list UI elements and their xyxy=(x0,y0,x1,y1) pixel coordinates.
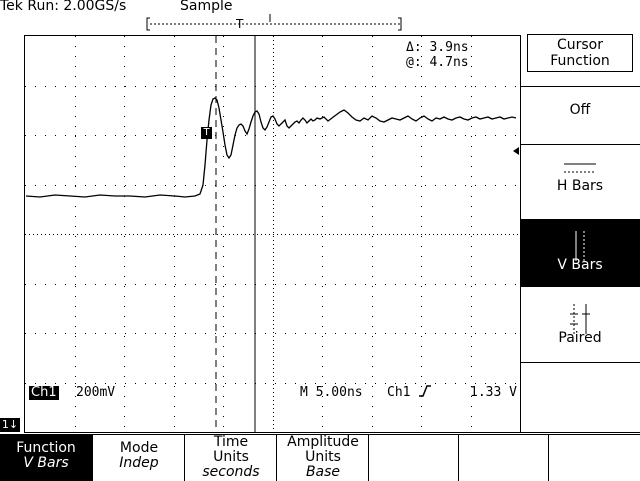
ch1-ground-marker: 1↓ xyxy=(0,418,20,432)
bottom-menu-divider xyxy=(458,435,459,481)
h-bars-icon xyxy=(564,163,596,173)
bottom-button-function-label: Function xyxy=(16,440,76,456)
bottom-button-6[interactable] xyxy=(459,435,551,481)
bottom-button-7[interactable] xyxy=(549,435,640,481)
bottom-button-mode-label: Mode xyxy=(119,440,159,456)
bottom-button-time-units[interactable]: Time Units seconds xyxy=(185,435,277,481)
side-menu-divider xyxy=(520,432,640,433)
graticule-grid xyxy=(25,36,520,432)
side-button-paired-label: Paired xyxy=(558,330,602,346)
trigger-position-marker: T xyxy=(235,17,244,31)
cursor-position-readout: @: 4.7ns xyxy=(406,55,469,70)
side-menu-title: Cursor Function xyxy=(527,34,633,72)
side-button-v-bars[interactable]: V Bars xyxy=(520,219,640,287)
trigger-source-label: Ch1 xyxy=(387,385,411,400)
bottom-menu-divider xyxy=(368,435,369,481)
trigger-source: Ch1 xyxy=(387,385,432,400)
bottom-button-mode-value: Indep xyxy=(119,455,159,471)
bottom-menu-divider xyxy=(92,435,93,481)
side-menu-divider xyxy=(520,86,640,87)
side-menu-divider xyxy=(520,362,640,363)
trigger-reference-marker: T xyxy=(201,127,212,139)
channel-scale: 200mV xyxy=(76,385,116,400)
cursor-delta-readout: Δ: 3.9ns xyxy=(406,40,469,55)
bottom-button-time-units-value: seconds xyxy=(202,464,260,480)
side-button-h-bars-label: H Bars xyxy=(556,178,604,194)
rising-edge-icon xyxy=(419,385,432,397)
bottom-button-amplitude-units[interactable]: Amplitude Units Base xyxy=(277,435,369,481)
side-button-paired[interactable]: Paired xyxy=(520,296,640,358)
side-button-h-bars[interactable]: H Bars xyxy=(520,148,640,210)
bottom-button-time-units-label: Time Units xyxy=(213,434,249,465)
graticule-border xyxy=(24,35,521,433)
bottom-button-5[interactable] xyxy=(369,435,461,481)
trigger-level-arrow xyxy=(513,147,519,155)
bottom-button-amplitude-units-value: Base xyxy=(305,464,341,480)
svg-text:T: T xyxy=(235,17,244,31)
bottom-button-amplitude-units-label: Amplitude Units xyxy=(287,434,359,465)
acquisition-mode: Sample xyxy=(180,0,233,14)
bottom-menu-divider xyxy=(184,435,185,481)
side-menu: Cursor Function Off H Bars V Bars Paired xyxy=(520,32,640,434)
v-bars-icon xyxy=(575,231,585,261)
side-menu-divider xyxy=(520,144,640,145)
side-button-off[interactable]: Off xyxy=(520,94,640,134)
record-position-bar xyxy=(146,14,402,31)
ch1-waveform xyxy=(25,97,517,198)
bottom-menu: Function V Bars Mode Indep Time Units se… xyxy=(0,434,640,481)
bottom-button-function-value: V Bars xyxy=(23,455,69,471)
side-button-v-bars-label: V Bars xyxy=(557,257,603,273)
status-bar: Tek Run: 2.00GS/s Sample xyxy=(0,0,520,32)
bottom-menu-divider xyxy=(548,435,549,481)
bottom-menu-divider xyxy=(276,435,277,481)
paired-icon xyxy=(570,304,590,334)
bottom-button-mode[interactable]: Mode Indep xyxy=(93,435,185,481)
channel-badge: Ch1 xyxy=(29,385,59,400)
side-button-off-label: Off xyxy=(569,102,591,118)
trigger-level: 1.33 V xyxy=(470,385,517,400)
timebase-readout: M 5.00ns xyxy=(300,385,363,400)
bottom-button-function[interactable]: Function V Bars xyxy=(0,435,92,481)
acquisition-status: Tek Run: 2.00GS/s xyxy=(0,0,127,14)
